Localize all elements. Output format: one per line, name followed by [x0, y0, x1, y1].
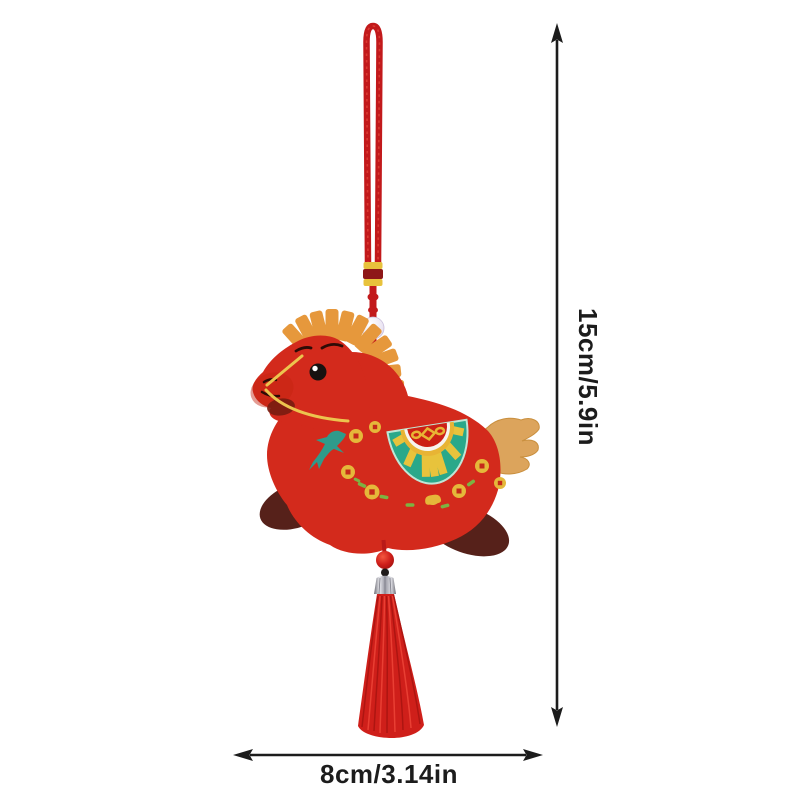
- width-arrow: [233, 749, 543, 761]
- width-dimension-label: 8cm/3.14in: [320, 759, 458, 789]
- belly-cord: [381, 539, 387, 554]
- hanging-cord: [361, 22, 385, 352]
- saddle-medallion: [400, 421, 455, 456]
- coin-embroidery: [341, 421, 506, 506]
- gold-ingot: [425, 494, 442, 506]
- tassel-strands: [361, 594, 421, 734]
- horse-ornament: [250, 309, 540, 738]
- bridle: [264, 354, 350, 423]
- horse-head: [250, 335, 370, 450]
- swallow-embroidery: [309, 430, 346, 470]
- horse-chin: [267, 398, 295, 416]
- height-dimension-label: 15cm/5.9in: [573, 308, 603, 446]
- cord-single-strand: [369, 286, 377, 322]
- tassel-assembly: [358, 539, 424, 738]
- brow-stitch: [294, 343, 344, 353]
- horse-eye: [309, 363, 327, 381]
- black-bead: [381, 568, 389, 577]
- saddle: [386, 418, 469, 485]
- tassel: [358, 594, 424, 738]
- red-bead: [376, 551, 394, 569]
- height-arrow: [551, 23, 563, 727]
- cord-bands: [363, 262, 383, 286]
